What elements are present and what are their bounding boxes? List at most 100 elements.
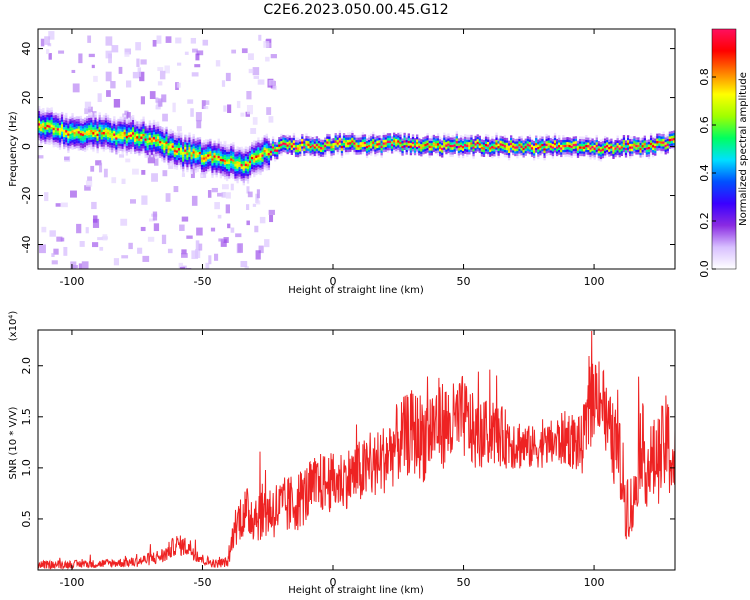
spectrogram-cell: [620, 138, 623, 142]
spectrogram-cell: [482, 139, 486, 143]
spectrogram-x-tick-label: 100: [584, 275, 605, 288]
spectrogram-cell: [484, 138, 488, 142]
spectrogram-cell: [175, 142, 179, 146]
spectrogram-cell: [159, 145, 162, 149]
spectrogram-cell: [330, 155, 333, 159]
spectrogram-cell: [336, 134, 339, 138]
spectrogram-cell: [98, 129, 101, 132]
spectrogram-cell: [115, 129, 118, 133]
spectrogram-cell: [539, 147, 542, 151]
spectrogram-cell: [662, 138, 665, 142]
spectrogram-noise-cell: [161, 234, 167, 245]
spectrogram-cell: [472, 139, 475, 142]
spectrogram-cell: [382, 139, 385, 143]
spectrogram-cell: [192, 143, 195, 147]
spectrogram-cell: [503, 142, 507, 146]
spectrogram-cell: [50, 109, 53, 113]
spectrogram-cell: [328, 141, 331, 144]
spectrogram-cell: [92, 132, 95, 135]
spectrogram-noise-cell: [118, 66, 123, 74]
spectrogram-cell: [63, 127, 66, 130]
spectrogram-cell: [468, 137, 471, 140]
spectrogram-cell: [209, 163, 212, 166]
spectrogram-cell: [299, 151, 302, 154]
spectrogram-noise-cell: [252, 117, 258, 125]
spectrogram-cell: [219, 148, 223, 152]
spectrogram-noise-cell: [230, 183, 234, 191]
spectrogram-cell: [543, 145, 546, 149]
spectrogram-cell: [672, 147, 675, 151]
spectrogram-cell: [121, 148, 124, 152]
spectrogram-cell: [503, 154, 507, 158]
spectrogram-cell: [495, 149, 498, 153]
spectrogram-cell: [271, 146, 275, 149]
spectrogram-cell: [505, 152, 509, 156]
spectrogram-cell: [242, 182, 245, 186]
spectrogram-cell: [505, 145, 509, 148]
spectrogram-cell: [614, 147, 617, 150]
spectrogram-cell: [522, 142, 525, 146]
spectrogram-cell: [163, 150, 166, 153]
spectrogram-cell: [276, 146, 279, 150]
spectrogram-cell: [69, 116, 72, 120]
spectrogram-cell: [353, 142, 356, 145]
spectrogram-cell: [292, 147, 296, 151]
spectrogram-cell: [292, 145, 296, 148]
spectrogram-cell: [104, 120, 108, 123]
spectrogram-cell: [121, 134, 124, 137]
spectrogram-cell: [288, 150, 291, 153]
spectrogram-cell: [307, 143, 310, 147]
spectrogram-cell: [194, 143, 197, 146]
spectrogram-cell: [583, 141, 586, 145]
spectrogram-cell: [499, 148, 502, 151]
spectrogram-cell: [409, 145, 413, 148]
spectrogram-cell: [317, 148, 321, 151]
spectrogram-cell: [146, 142, 149, 146]
spectrogram-cell: [211, 163, 214, 166]
spectrogram-cell: [528, 151, 532, 155]
spectrogram-cell: [219, 158, 223, 162]
spectrogram-cell: [629, 151, 632, 154]
spectrogram-cell: [83, 134, 87, 138]
spectrogram-cell: [445, 137, 448, 140]
spectrogram-cell: [161, 146, 164, 150]
spectrogram-noise-cell: [53, 248, 59, 255]
spectrogram-cell: [507, 155, 511, 158]
spectrogram-cell: [129, 129, 133, 132]
spectrogram-cell: [52, 127, 55, 131]
spectrogram-cell: [660, 143, 663, 147]
spectrogram-cell: [159, 143, 162, 146]
spectrogram-cell: [163, 133, 166, 136]
spectrogram-cell: [253, 164, 256, 168]
spectrogram-cell: [90, 124, 93, 128]
spectrogram-cell: [221, 171, 225, 174]
spectrogram-cell: [217, 158, 220, 161]
spectrogram-cell: [67, 125, 70, 129]
spectrogram-cell: [303, 138, 306, 142]
spectrogram-cell: [92, 129, 95, 133]
spectrogram-cell: [468, 147, 471, 150]
spectrogram-cell: [451, 149, 454, 153]
spectrogram-cell: [449, 147, 452, 150]
spectrogram-cell: [230, 150, 233, 154]
spectrogram-cell: [48, 117, 51, 121]
spectrogram-cell: [205, 144, 208, 147]
spectrogram-cell: [654, 150, 657, 154]
spectrogram-cell: [125, 121, 129, 124]
spectrogram-noise-cell: [244, 266, 249, 269]
spectrogram-cell: [365, 140, 369, 144]
spectrogram-cell: [459, 149, 463, 153]
spectrogram-cell: [658, 133, 661, 136]
spectrogram-cell: [257, 142, 260, 145]
spectrogram-cell: [92, 149, 95, 152]
spectrogram-cell: [223, 159, 227, 163]
spectrogram-cell: [96, 140, 99, 144]
spectrogram-cell: [658, 138, 661, 141]
spectrogram-cell: [125, 123, 129, 127]
spectrogram-noise-cell: [195, 240, 200, 251]
spectrogram-cell: [426, 137, 429, 141]
spectrogram-cell: [658, 145, 661, 149]
spectrogram-noise-cell: [217, 214, 222, 219]
spectrogram-cell: [182, 159, 185, 162]
spectrogram-cell: [48, 130, 51, 133]
